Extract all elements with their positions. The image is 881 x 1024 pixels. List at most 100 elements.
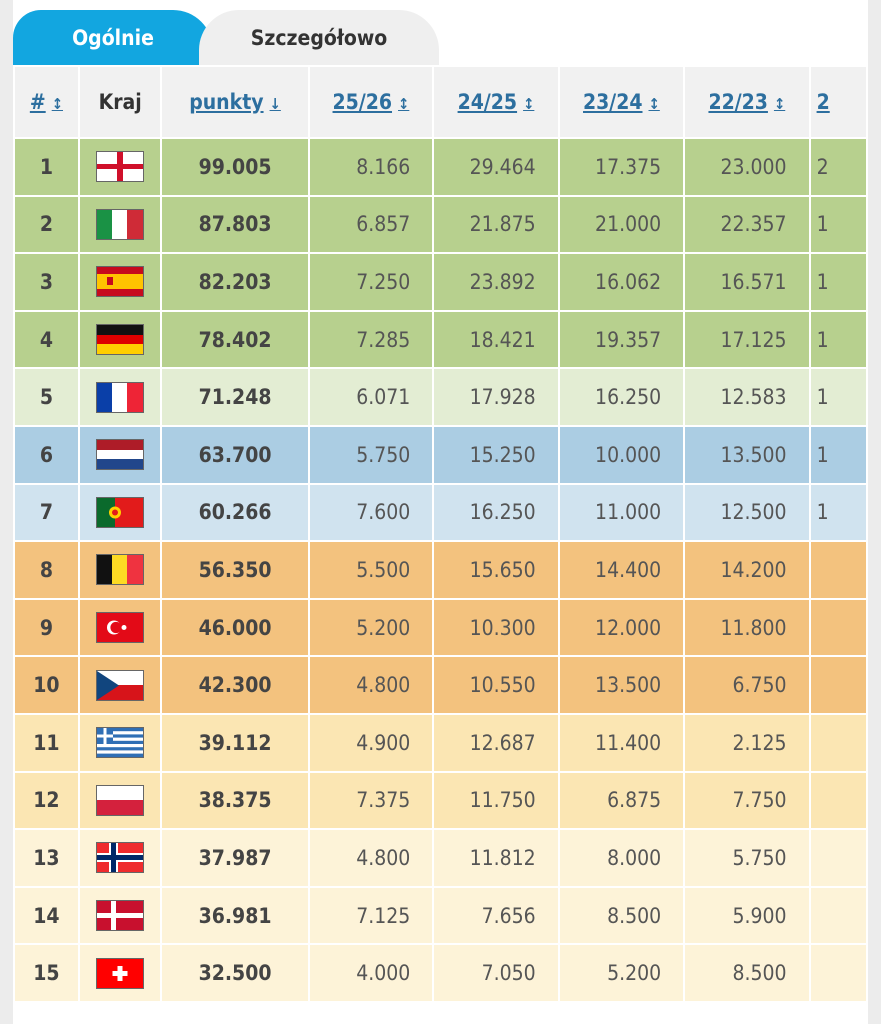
table-body: 1 99.005 8.166 29.464 17.375 23.000 2 2 87.803 6.…: [13, 137, 868, 1003]
season-points-cell: 7.250: [307, 252, 435, 312]
column-header-country: Kraj: [77, 65, 163, 139]
sort-points-link[interactable]: punkty: [189, 90, 264, 114]
points-cell: 87.803: [160, 194, 310, 255]
season-points-cell: 12.500: [683, 482, 811, 543]
season-points-cell: 15.650: [432, 540, 560, 600]
sort-both-icon[interactable]: ↕: [773, 95, 786, 113]
sort-season-link[interactable]: 24/25: [457, 90, 518, 114]
sort-season-link[interactable]: 22/23: [708, 90, 768, 114]
country-cell: [77, 597, 163, 658]
season-points-cell: 17.928: [432, 367, 560, 427]
ranking-page: Ogólnie Szczegółowo # ↕ Kraj punkty ↓ 25/2…: [13, 0, 868, 1024]
column-header-season-23-24[interactable]: 23/24 ↕: [557, 65, 686, 139]
sort-season-link[interactable]: 23/24: [583, 90, 643, 114]
column-header-season-partial[interactable]: 2: [808, 65, 868, 139]
season-points-cell-partial: 1: [808, 309, 868, 370]
points-cell: 82.203: [160, 252, 310, 312]
season-points-cell: 12.000: [557, 597, 686, 658]
sort-desc-icon[interactable]: ↓: [269, 95, 281, 113]
rank-cell: 9: [13, 597, 80, 658]
season-points-cell: 18.421: [432, 309, 560, 370]
sort-both-icon[interactable]: ↕: [523, 95, 535, 113]
rank-cell: 8: [13, 540, 80, 600]
flag-netherlands-icon: [96, 439, 145, 471]
column-header-season-24-25[interactable]: 24/25 ↕: [432, 65, 560, 139]
season-points-cell: 15.250: [432, 424, 560, 485]
rank-cell: 11: [13, 712, 80, 773]
column-header-points[interactable]: punkty ↓: [160, 65, 310, 139]
season-points-cell: 22.357: [683, 194, 811, 255]
season-points-cell: 10.300: [432, 597, 560, 658]
season-points-cell: 6.750: [683, 655, 811, 715]
tab-detailed[interactable]: Szczegółowo: [199, 10, 439, 65]
season-points-cell: 6.875: [557, 770, 686, 831]
season-points-cell-partial: [808, 770, 868, 831]
column-header-season-22-23[interactable]: 22/23 ↕: [683, 65, 811, 139]
table-row: 6 63.700 5.750 15.250 10.000 13.500 1: [13, 424, 868, 485]
season-points-cell: 11.812: [432, 828, 560, 888]
season-points-cell-partial: 1: [808, 367, 868, 427]
season-points-cell: 7.285: [307, 309, 435, 370]
points-cell: 36.981: [160, 885, 310, 946]
flag-poland-icon: [96, 784, 145, 816]
sort-rank-link[interactable]: #: [29, 90, 46, 114]
season-points-cell: 14.400: [557, 540, 686, 600]
season-points-cell: 16.062: [557, 252, 686, 312]
rank-cell: 4: [13, 309, 80, 370]
sort-both-icon[interactable]: ↕: [51, 95, 63, 113]
season-points-cell: 7.656: [432, 885, 560, 946]
points-cell: 38.375: [160, 770, 310, 831]
points-cell: 46.000: [160, 597, 310, 658]
season-points-cell: 7.600: [307, 482, 435, 543]
season-points-cell: 13.500: [683, 424, 811, 485]
season-points-cell: 17.125: [683, 309, 811, 370]
flag-england-icon: [96, 151, 145, 183]
country-cell: [77, 770, 163, 831]
flag-germany-icon: [96, 324, 145, 356]
season-points-cell: 6.857: [307, 194, 435, 255]
sort-season-link[interactable]: 25/26: [332, 90, 393, 114]
season-points-cell-partial: [808, 943, 868, 1003]
season-points-cell-partial: 1: [808, 424, 868, 485]
table-row: 2 87.803 6.857 21.875 21.000 22.357 1: [13, 194, 868, 255]
column-header-season-25-26[interactable]: 25/26 ↕: [307, 65, 435, 139]
ranking-table: # ↕ Kraj punkty ↓ 25/26 ↕ 24/25 ↕ 23/24 ↕ 22/…: [13, 65, 868, 1003]
season-points-cell: 12.687: [432, 712, 560, 773]
rank-cell: 7: [13, 482, 80, 543]
table-row: 3 82.203 7.250 23.892 16.062 16.571 1: [13, 252, 868, 312]
sort-both-icon[interactable]: ↕: [398, 95, 410, 113]
country-cell: [77, 885, 163, 946]
points-cell: 32.500: [160, 943, 310, 1003]
table-row: 12 38.375 7.375 11.750 6.875 7.750: [13, 770, 868, 831]
season-points-cell: 21.000: [557, 194, 686, 255]
points-cell: 78.402: [160, 309, 310, 370]
season-points-cell: 8.500: [557, 885, 686, 946]
rank-cell: 14: [13, 885, 80, 946]
sort-season-link[interactable]: 2: [816, 90, 830, 114]
country-cell: [77, 943, 163, 1003]
points-cell: 99.005: [160, 137, 310, 197]
season-points-cell: 4.000: [307, 943, 435, 1003]
points-cell: 39.112: [160, 712, 310, 773]
season-points-cell: 6.071: [307, 367, 435, 427]
column-header-rank[interactable]: # ↕: [13, 65, 80, 139]
tab-general[interactable]: Ogólnie: [13, 10, 213, 65]
season-points-cell: 5.750: [683, 828, 811, 888]
points-cell: 37.987: [160, 828, 310, 888]
rank-cell: 10: [13, 655, 80, 715]
table-row: 14 36.981 7.125 7.656 8.500 5.900: [13, 885, 868, 946]
flag-czechia-icon: [96, 669, 145, 701]
rank-cell: 5: [13, 367, 80, 427]
country-cell: [77, 194, 163, 255]
flag-france-icon: [96, 381, 145, 413]
rank-cell: 12: [13, 770, 80, 831]
season-points-cell: 5.900: [683, 885, 811, 946]
table-header-row: # ↕ Kraj punkty ↓ 25/26 ↕ 24/25 ↕ 23/24 ↕ 22/…: [13, 65, 868, 139]
table-row: 7 60.266 7.600 16.250 11.000 12.500 1: [13, 482, 868, 543]
sort-both-icon[interactable]: ↕: [648, 95, 660, 113]
table-row: 1 99.005 8.166 29.464 17.375 23.000 2: [13, 137, 868, 197]
season-points-cell: 5.200: [307, 597, 435, 658]
flag-italy-icon: [96, 208, 145, 240]
flag-greece-icon: [96, 727, 145, 759]
season-points-cell-partial: 1: [808, 194, 868, 255]
